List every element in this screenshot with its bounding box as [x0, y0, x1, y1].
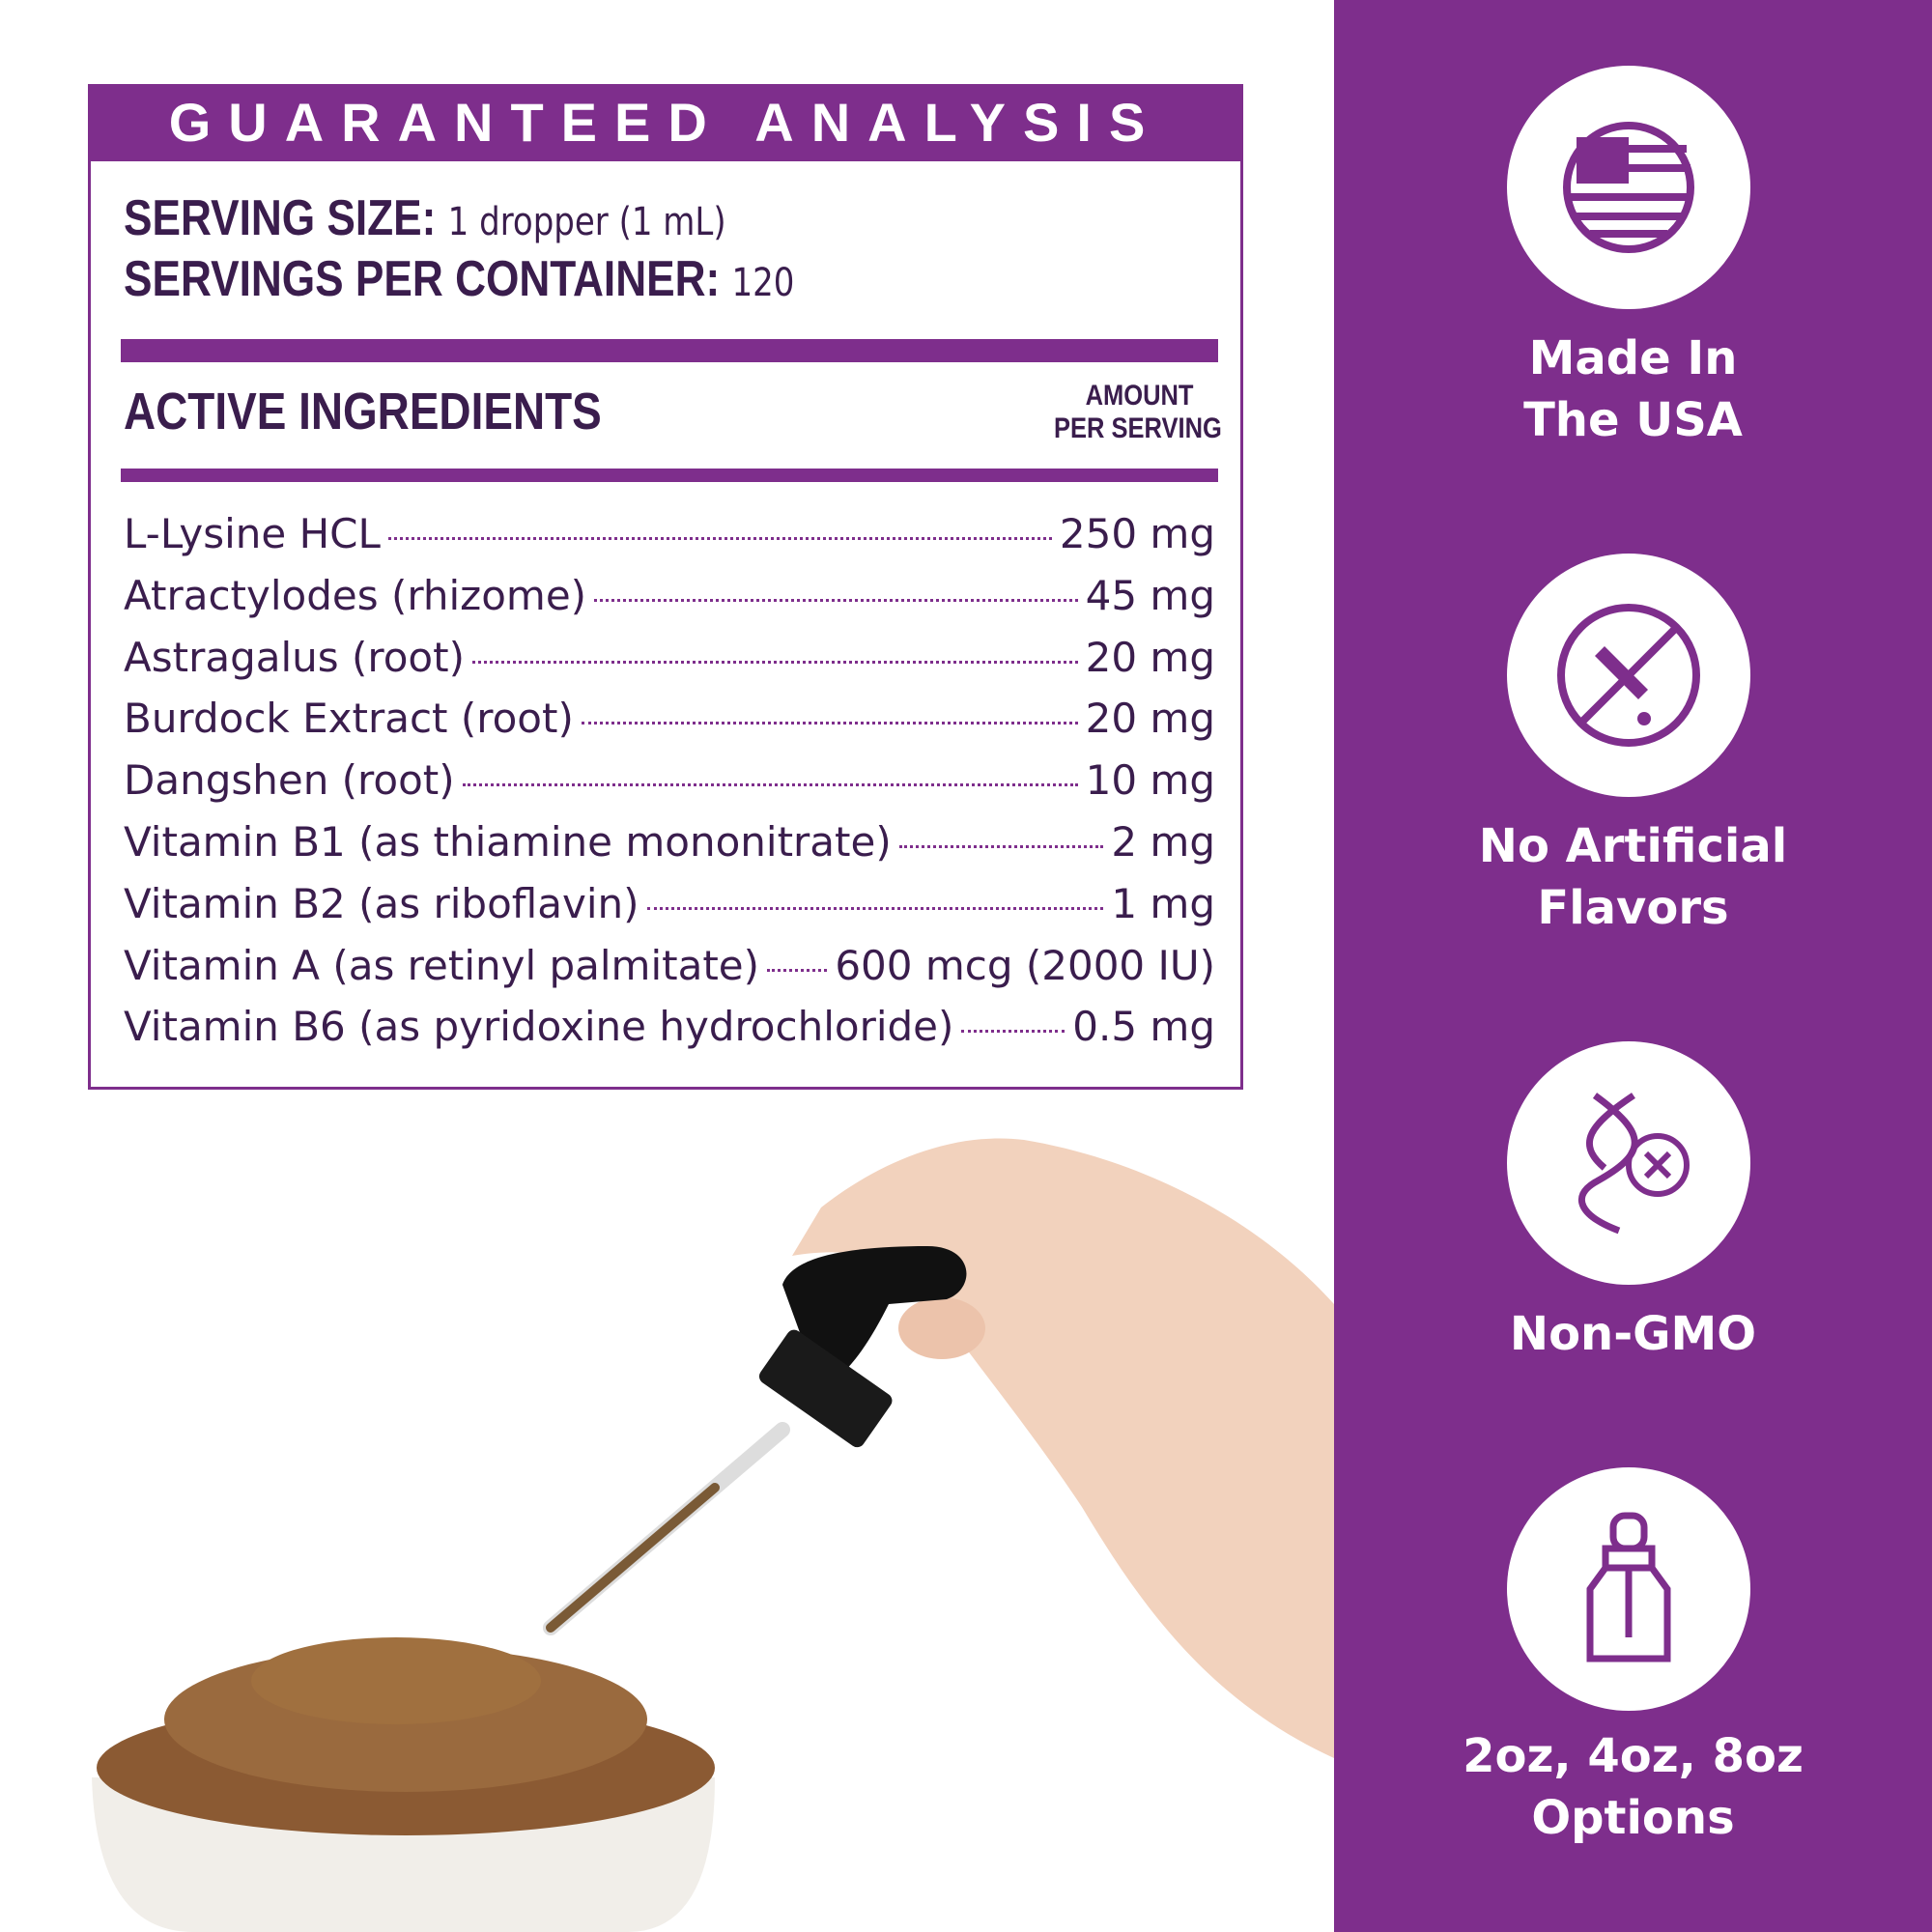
ingredient-amount: 45 mg	[1085, 571, 1215, 619]
ingredient-row: Vitamin A (as retinyl palmitate) 600 mcg …	[124, 942, 1215, 1000]
dropper-liquid	[546, 1483, 720, 1633]
feature-line: Non-GMO	[1509, 1307, 1757, 1361]
leader	[646, 906, 1104, 910]
leader	[767, 968, 828, 972]
leader	[387, 537, 1052, 540]
ingredient-name: Burdock Extract (root)	[124, 695, 574, 743]
leader	[594, 598, 1078, 602]
ingredient-amount: 10 mg	[1085, 756, 1215, 805]
feature-line: 2oz, 4oz, 8oz	[1463, 1729, 1804, 1783]
ingredient-row: Vitamin B6 (as pyridoxine hydrochloride)…	[124, 1003, 1215, 1061]
ingredient-name: Dangshen (root)	[124, 756, 455, 805]
servings: SERVINGS PER CONTAINER: 120	[124, 250, 794, 308]
feature-label: Non-GMO	[1334, 1303, 1932, 1365]
icon-circle	[1507, 554, 1750, 797]
ingredient-name: Vitamin B2 (as riboflavin)	[124, 879, 639, 927]
serving-size-value: 1 dropper (1 mL)	[447, 200, 726, 244]
serving-size: SERVING SIZE: 1 dropper (1 mL)	[124, 189, 726, 247]
ingredient-name: Vitamin B6 (as pyridoxine hydrochloride)	[124, 1003, 954, 1051]
ingredient-name: Vitamin B1 (as thiamine mononitrate)	[124, 818, 892, 866]
icon-circle	[1507, 1467, 1750, 1711]
ingredient-name: Astragalus (root)	[124, 633, 465, 681]
amount-heading-line: PER SERVING	[1054, 412, 1222, 444]
servings-label: SERVINGS PER CONTAINER:	[124, 251, 721, 307]
ingredient-row: L-Lysine HCL 250 mg	[124, 510, 1215, 568]
ingredient-row: Burdock Extract (root) 20 mg	[124, 695, 1215, 753]
feature-line: No Artificial	[1478, 819, 1788, 873]
kibble	[251, 1637, 541, 1724]
flag-icon	[1563, 122, 1694, 253]
icon-circle	[1507, 1041, 1750, 1285]
hand	[792, 1138, 1334, 1758]
servings-value: 120	[731, 261, 795, 305]
ingredient-row: Dangshen (root) 10 mg	[124, 756, 1215, 814]
ingredient-name: Vitamin A (as retinyl palmitate)	[124, 941, 760, 989]
no-flavor-icon	[1557, 604, 1700, 747]
icon-circle	[1507, 66, 1750, 309]
bottle-icon	[1586, 1512, 1671, 1662]
analysis-title: GUARANTEED ANALYSIS	[88, 84, 1243, 161]
ingredient-amount: 2 mg	[1111, 818, 1215, 866]
leader	[961, 1030, 1065, 1034]
dropper-cap	[758, 1329, 893, 1448]
product-photo	[92, 1138, 1334, 1932]
ingredient-amount: 20 mg	[1085, 695, 1215, 743]
leader	[462, 783, 1078, 787]
serving-size-label: SERVING SIZE:	[124, 190, 437, 246]
divider	[121, 469, 1218, 482]
ingredient-amount: 0.5 mg	[1072, 1003, 1215, 1051]
feature-line: Options	[1531, 1791, 1735, 1845]
divider	[121, 339, 1218, 362]
ingredient-name: L-Lysine HCL	[124, 510, 381, 557]
feature-line: Flavors	[1537, 881, 1729, 935]
feature-label: No Artificial Flavors	[1334, 815, 1932, 939]
ingredient-name: Atractylodes (rhizome)	[124, 571, 587, 619]
leader	[898, 845, 1104, 848]
thumb	[898, 1297, 985, 1359]
active-heading: ACTIVE INGREDIENTS	[124, 383, 602, 440]
ingredient-row: Vitamin B1 (as thiamine mononitrate) 2 mg	[124, 818, 1215, 876]
ingredient-row: Astragalus (root) 20 mg	[124, 634, 1215, 692]
dna-icon	[1577, 1093, 1690, 1235]
ingredient-row: Vitamin B2 (as riboflavin) 1 mg	[124, 880, 1215, 938]
amount-heading: AMOUNT PER SERVING	[1054, 380, 1222, 445]
ingredient-amount: 600 mcg (2000 IU)	[835, 941, 1215, 989]
feature-label: 2oz, 4oz, 8oz Options	[1334, 1725, 1932, 1849]
ingredient-amount: 1 mg	[1111, 879, 1215, 927]
leader	[581, 722, 1078, 725]
leader	[471, 660, 1078, 664]
amount-heading-line: AMOUNT	[1085, 380, 1194, 412]
ingredient-row: Atractylodes (rhizome) 45 mg	[124, 572, 1215, 630]
ingredient-amount: 250 mg	[1059, 510, 1215, 557]
feature-line: The USA	[1523, 393, 1743, 447]
feature-line: Made In	[1528, 331, 1738, 385]
feature-label: Made In The USA	[1334, 327, 1932, 451]
ingredient-amount: 20 mg	[1085, 633, 1215, 681]
